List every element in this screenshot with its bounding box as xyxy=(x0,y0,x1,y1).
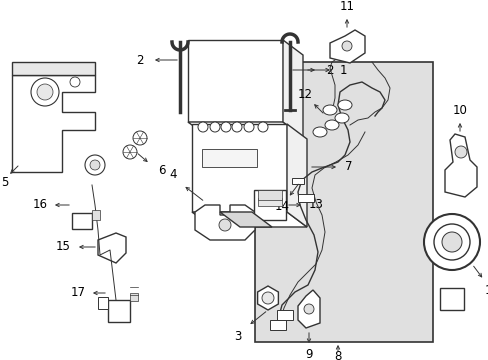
Circle shape xyxy=(133,131,147,145)
Text: 4: 4 xyxy=(169,168,176,181)
Circle shape xyxy=(433,224,469,260)
Text: 9: 9 xyxy=(305,347,312,360)
Circle shape xyxy=(37,84,53,100)
Ellipse shape xyxy=(312,127,326,137)
Bar xyxy=(258,198,282,206)
Bar xyxy=(269,320,285,330)
Text: 11: 11 xyxy=(339,0,354,13)
Polygon shape xyxy=(98,233,126,263)
Bar xyxy=(192,124,286,212)
Circle shape xyxy=(209,122,220,132)
Text: 14: 14 xyxy=(274,201,289,213)
Bar xyxy=(291,178,304,184)
Circle shape xyxy=(441,232,461,252)
Bar xyxy=(98,297,108,309)
Circle shape xyxy=(454,146,466,158)
Text: 12: 12 xyxy=(297,87,312,100)
Text: 8: 8 xyxy=(334,350,341,360)
Bar xyxy=(72,213,92,229)
Circle shape xyxy=(423,214,479,270)
Polygon shape xyxy=(444,134,476,197)
Ellipse shape xyxy=(325,120,338,130)
Circle shape xyxy=(90,160,100,170)
Polygon shape xyxy=(12,62,95,75)
Bar xyxy=(297,194,313,202)
Text: 2: 2 xyxy=(325,63,333,77)
Bar xyxy=(439,288,463,310)
Circle shape xyxy=(70,77,80,87)
Circle shape xyxy=(123,145,137,159)
Bar xyxy=(258,190,282,200)
Circle shape xyxy=(341,41,351,51)
Circle shape xyxy=(231,122,242,132)
Text: 2: 2 xyxy=(136,54,143,67)
Text: 18: 18 xyxy=(484,284,488,297)
Bar xyxy=(253,190,285,220)
Circle shape xyxy=(198,122,207,132)
Circle shape xyxy=(221,122,230,132)
Text: 10: 10 xyxy=(451,104,467,117)
Polygon shape xyxy=(187,122,303,137)
Polygon shape xyxy=(192,212,306,227)
Polygon shape xyxy=(297,290,319,328)
Ellipse shape xyxy=(337,100,351,110)
Circle shape xyxy=(262,292,273,304)
Text: 16: 16 xyxy=(32,198,47,211)
Text: 6: 6 xyxy=(158,163,165,176)
Polygon shape xyxy=(257,286,278,310)
Ellipse shape xyxy=(334,113,348,123)
Circle shape xyxy=(258,122,267,132)
Bar xyxy=(130,293,138,301)
Text: 5: 5 xyxy=(1,175,9,189)
Text: 7: 7 xyxy=(345,161,352,174)
Text: 17: 17 xyxy=(70,287,85,300)
Bar xyxy=(92,210,100,220)
Bar xyxy=(202,149,257,167)
Circle shape xyxy=(219,219,230,231)
Bar xyxy=(276,310,292,320)
Text: 1: 1 xyxy=(339,63,346,77)
Polygon shape xyxy=(195,205,254,240)
Polygon shape xyxy=(286,124,306,227)
Polygon shape xyxy=(12,75,95,172)
Bar xyxy=(187,40,283,122)
Circle shape xyxy=(31,78,59,106)
Text: 3: 3 xyxy=(234,329,241,342)
Bar xyxy=(108,300,130,322)
Ellipse shape xyxy=(323,105,336,115)
Text: 15: 15 xyxy=(56,240,70,253)
Circle shape xyxy=(304,304,313,314)
Circle shape xyxy=(85,155,105,175)
Bar xyxy=(254,62,432,342)
Polygon shape xyxy=(283,40,303,137)
Polygon shape xyxy=(220,212,271,227)
Text: 13: 13 xyxy=(308,198,323,211)
Circle shape xyxy=(244,122,253,132)
Polygon shape xyxy=(329,30,364,63)
